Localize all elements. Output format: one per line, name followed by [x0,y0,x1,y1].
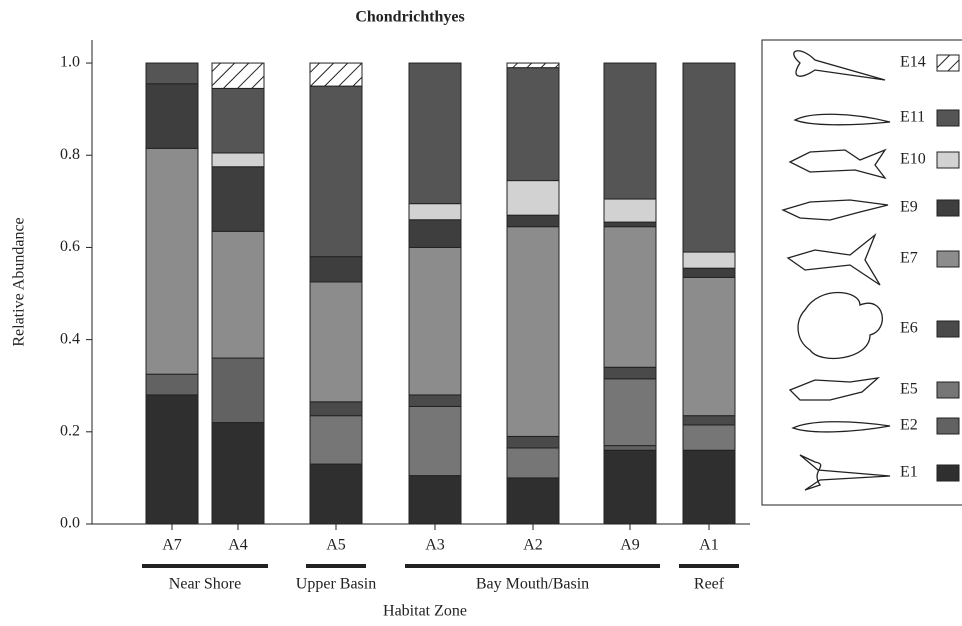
bar-segment [507,436,559,448]
y-axis-label: Relative Abundance [11,217,28,346]
group-bar [679,564,739,568]
legend-label: E11 [900,109,925,126]
bar-segment [507,448,559,478]
legend-swatch [937,465,959,481]
bar-segment [507,478,559,524]
bar-segment [604,222,656,227]
bar-segment [507,63,559,68]
bar-segment [683,252,735,268]
x-tick-label: A4 [228,537,248,554]
legend-label: E9 [900,199,918,216]
bar-segment [146,63,198,84]
bar-segment [604,227,656,368]
bar-segment [310,464,362,524]
bar-segment [310,416,362,464]
bar-segment [683,416,735,425]
bar-segment [409,406,461,475]
bar-segment [507,68,559,181]
bar-segment [146,84,198,149]
bar-segment [604,367,656,379]
x-tick-label: A5 [326,537,346,554]
legend-label: E10 [900,151,926,168]
legend-swatch [937,55,959,71]
bar-segment [409,220,461,248]
bar-segment [409,247,461,395]
legend-swatch [937,152,959,168]
bar-segment [507,227,559,437]
bar-segment [146,374,198,395]
legend-swatch [937,382,959,398]
group-bar [142,564,268,568]
group-bar [306,564,366,568]
bar-segment [310,63,362,86]
legend-label: E7 [900,250,918,267]
legend-icons [783,51,890,490]
legend-label: E14 [900,54,926,71]
legend-swatch [937,110,959,126]
bar-segment [212,63,264,88]
group-label: Upper Basin [296,576,376,593]
x-tick-label: A7 [162,537,182,554]
bar-segment [683,425,735,450]
bar-segment [683,277,735,415]
bar-segment [212,153,264,167]
y-tick-label: 0.8 [60,146,80,163]
legend-swatch [937,251,959,267]
x-tick-label: A2 [523,537,543,554]
legend-label: E2 [900,417,918,434]
y-tick-label: 1.0 [60,54,80,71]
group-bar [405,564,660,568]
chart-title: Chondrichthyes [355,9,464,26]
bar-segment [683,63,735,252]
legend-swatch [937,321,959,337]
y-tick-label: 0.2 [60,422,80,439]
bar-segment [604,199,656,222]
y-tick-label: 0.0 [60,515,80,532]
bar-segment [409,63,461,204]
bar-segment [604,446,656,451]
legend-swatch [937,418,959,434]
chart: Chondrichthyes Relative Abundance Habita… [0,0,962,626]
bar-segment [409,476,461,524]
y-tick-label: 0.4 [60,330,80,347]
x-axis-label: Habitat Zone [383,603,467,620]
bar-segment [310,86,362,257]
bar-segment [683,450,735,524]
bar-segment [507,181,559,216]
y-tick-label: 0.6 [60,238,80,255]
bar-segment [212,231,264,358]
bar-segment [409,204,461,220]
bar-segment [212,423,264,524]
x-tick-label: A3 [425,537,445,554]
group-label: Near Shore [169,576,241,593]
bar-segment [683,268,735,277]
bar-segment [146,148,198,374]
legend-label: E6 [900,320,918,337]
group-label: Reef [694,576,725,593]
bar-segment [212,167,264,232]
bar-segment [212,88,264,153]
legend-swatch [937,200,959,216]
x-tick-label: A1 [699,537,719,554]
bar-segment [507,215,559,227]
bar-segment [212,358,264,423]
bar-segment [604,379,656,446]
bar-segment [310,257,362,282]
x-tick-label: A9 [620,537,640,554]
legend-label: E5 [900,381,918,398]
bar-segment [604,63,656,199]
bar-segment [409,395,461,407]
legend-label: E1 [900,464,918,481]
group-label: Bay Mouth/Basin [476,576,589,593]
bar-segment [310,282,362,402]
bar-segment [310,402,362,416]
bar-segment [146,395,198,524]
bar-segment [604,450,656,524]
